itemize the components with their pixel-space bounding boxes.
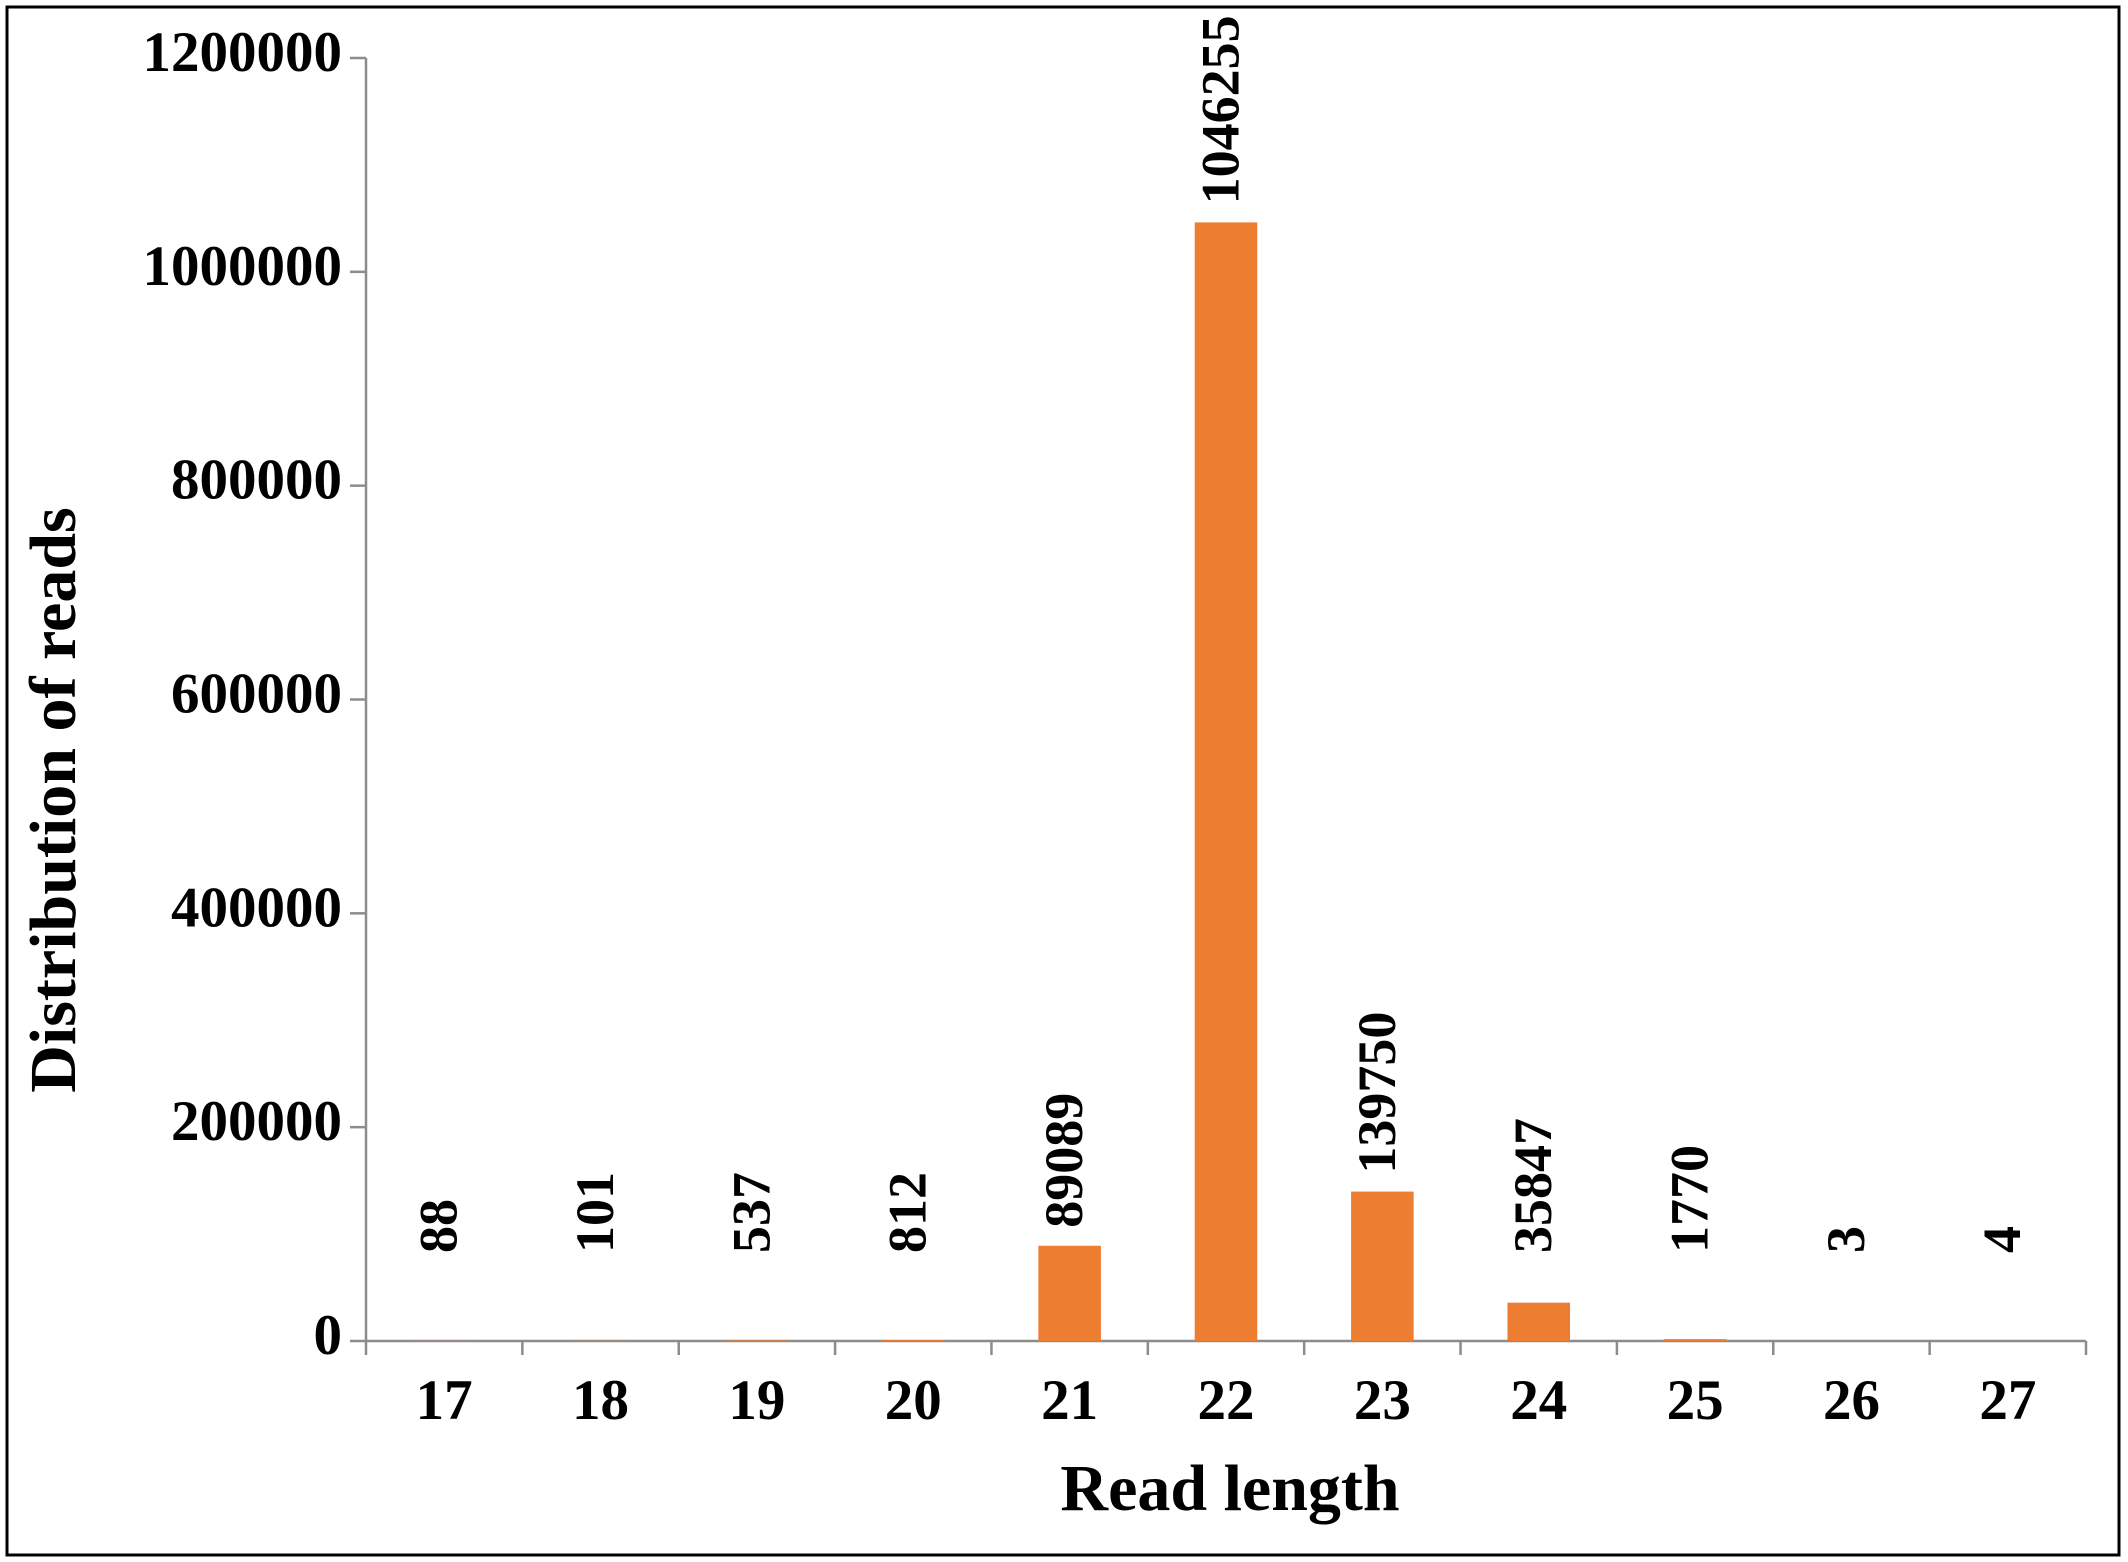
y-tick-label: 600000 bbox=[171, 663, 342, 726]
bar bbox=[1663, 1339, 1727, 1341]
bar bbox=[1038, 1245, 1101, 1341]
bar bbox=[725, 1340, 789, 1341]
x-tick-label: 17 bbox=[416, 1369, 473, 1432]
y-tick-label: 0 bbox=[314, 1304, 343, 1367]
data-label: 89089 bbox=[1034, 1093, 1094, 1228]
data-label: 812 bbox=[878, 1172, 938, 1253]
data-label: 35847 bbox=[1503, 1118, 1563, 1253]
x-tick-label: 24 bbox=[1510, 1369, 1567, 1432]
x-axis-title: Read length bbox=[1060, 1452, 1399, 1525]
y-axis-title: Distribution of reads bbox=[17, 507, 90, 1093]
x-tick-label: 23 bbox=[1354, 1369, 1411, 1432]
y-tick-label: 1000000 bbox=[143, 235, 343, 298]
x-tick-label: 27 bbox=[1979, 1369, 2036, 1432]
y-tick-label: 800000 bbox=[171, 449, 342, 512]
y-tick-label: 400000 bbox=[171, 876, 342, 939]
x-tick-label: 25 bbox=[1667, 1369, 1724, 1432]
x-tick-label: 21 bbox=[1041, 1369, 1098, 1432]
data-label: 4 bbox=[1972, 1226, 2032, 1253]
x-tick-label: 18 bbox=[572, 1369, 629, 1432]
data-label: 101 bbox=[565, 1172, 625, 1253]
data-label: 537 bbox=[721, 1172, 781, 1253]
data-label: 1046255 bbox=[1190, 15, 1250, 204]
data-label: 139750 bbox=[1347, 1012, 1407, 1174]
bar bbox=[1351, 1191, 1414, 1341]
x-tick-label: 26 bbox=[1823, 1369, 1880, 1432]
data-label: 3 bbox=[1816, 1226, 1876, 1253]
data-label: 88 bbox=[409, 1199, 469, 1253]
y-tick-label: 1200000 bbox=[143, 21, 343, 84]
bar bbox=[1194, 222, 1258, 1341]
x-tick-label: 22 bbox=[1198, 1369, 1255, 1432]
y-tick-label: 200000 bbox=[171, 1090, 342, 1153]
x-tick-label: 19 bbox=[728, 1369, 785, 1432]
x-tick-label: 20 bbox=[885, 1369, 942, 1432]
bar bbox=[882, 1340, 945, 1341]
data-label: 1770 bbox=[1659, 1145, 1719, 1253]
bar bbox=[1507, 1302, 1570, 1341]
